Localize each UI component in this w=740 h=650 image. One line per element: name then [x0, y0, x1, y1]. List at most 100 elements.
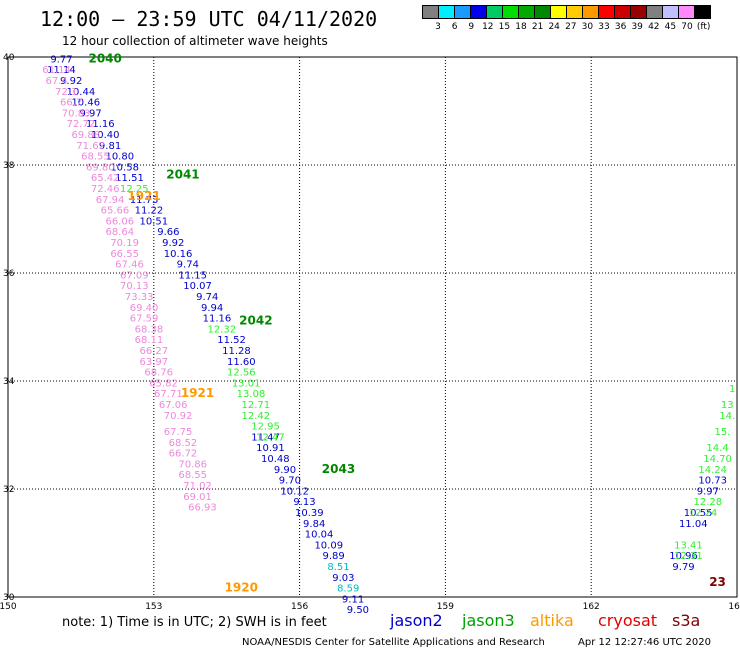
swh-value-label: 9.79 [672, 562, 694, 573]
swh-value-label: 69.80 [86, 162, 115, 173]
swh-value-label: 12.71 [242, 400, 271, 411]
legend-swatch [582, 5, 599, 19]
track-pass-label: 2042 [239, 313, 272, 327]
footnote: note: 1) Time is in UTC; 2) SWH is in fe… [62, 615, 327, 630]
legend-swatch [694, 5, 711, 19]
swh-value-label: 9.81 [99, 141, 121, 152]
swh-value-label: 61.14 [42, 65, 71, 76]
footer-timestamp: Apr 12 12:27:46 UTC 2020 [578, 637, 711, 648]
swh-value-label: 11.52 [217, 335, 246, 346]
swh-value-label: 12.95 [251, 422, 280, 433]
legend-label: 18 [515, 22, 527, 32]
legend-swatch [438, 5, 455, 19]
swh-value-label: 9.74 [177, 260, 199, 271]
swh-value-label: 12.47 [256, 432, 285, 443]
swh-value-label: 10.12 [280, 486, 309, 497]
legend-label: 3 [435, 22, 441, 32]
x-tick-label: 156 [291, 602, 308, 612]
swh-value-label: 66.7 [60, 98, 82, 109]
swh-value-label: 12.31 [674, 551, 703, 562]
swh-value-label: 12.56 [227, 368, 256, 379]
swh-value-label: 11.14 [47, 65, 76, 76]
track-pass-label: 2040 [88, 51, 121, 65]
swh-value-label: 10.91 [256, 443, 285, 454]
swh-value-label: 10.16 [164, 249, 193, 260]
swh-value-label: 8.59 [337, 584, 359, 595]
swh-value-label: 9.70 [279, 476, 301, 487]
satellite-legend-item: cryosat [598, 611, 657, 630]
legend-label: 12 [482, 22, 494, 32]
swh-value-label: 1 [729, 384, 735, 395]
swh-value-label: 68.64 [105, 227, 134, 238]
swh-value-label: 63.97 [139, 357, 168, 368]
legend-label: 39 [631, 22, 643, 32]
swh-value-label: 13.41 [674, 540, 703, 551]
legend-swatch [454, 5, 471, 19]
legend-swatch [518, 5, 535, 19]
swh-value-label: 13.08 [237, 389, 266, 400]
swh-value-label: 9.84 [303, 519, 325, 530]
swh-value-label: 70.19 [110, 238, 139, 249]
swh-value-label: 12.24 [689, 508, 718, 519]
swh-value-label: 14.70 [703, 454, 732, 465]
color-scale-legend [422, 5, 711, 19]
swh-value-label: 69.88 [71, 130, 100, 141]
y-tick-label: 40 [3, 53, 15, 63]
swh-value-label: 68.11 [135, 335, 164, 346]
swh-value-label: 11.60 [227, 357, 256, 368]
swh-value-label: 10.39 [295, 508, 324, 519]
legend-label: 9 [468, 22, 475, 32]
swh-value-label: 66.27 [139, 346, 168, 357]
swh-value-label: 9.92 [162, 238, 184, 249]
legend-swatch [470, 5, 487, 19]
swh-value-label: 11.04 [679, 519, 708, 530]
swh-value-label: 10.09 [314, 540, 343, 551]
swh-value-label: 67.06 [159, 400, 188, 411]
swh-value-label: 70.13 [120, 281, 149, 292]
legend-label: 33 [598, 22, 610, 32]
legend-swatch [678, 5, 695, 19]
swh-value-label: 71.02 [183, 481, 212, 492]
swh-value-label: 10.46 [71, 98, 100, 109]
legend-swatch [486, 5, 503, 19]
swh-value-label: 67.75 [164, 427, 193, 438]
swh-value-label: 67.94 [96, 195, 125, 206]
swh-value-label: 11.22 [135, 206, 164, 217]
swh-value-label: 65.66 [101, 206, 130, 217]
swh-value-label: 69.01 [183, 492, 212, 503]
swh-value-label: 9.90 [274, 465, 296, 476]
y-tick-label: 32 [3, 485, 14, 495]
swh-value-label: 10.55 [684, 508, 713, 519]
swh-value-label: 9.50 [347, 605, 369, 616]
swh-value-label: 72.1 [55, 87, 77, 98]
track-pass-label: 2043 [322, 462, 355, 476]
swh-value-label: 68.76 [144, 368, 173, 379]
swh-value-label: 70.86 [178, 459, 207, 470]
legend-label: 21 [531, 22, 544, 32]
swh-value-label: 70.92 [164, 411, 193, 422]
swh-value-label: 65.82 [149, 378, 178, 389]
swh-value-label: 11.28 [222, 346, 251, 357]
legend-label: 15 [498, 22, 511, 32]
swh-value-label: 9.94 [201, 303, 223, 314]
track-pass-label: 1920 [225, 581, 258, 595]
legend-label: 30 [581, 22, 594, 32]
legend-label: 6 [451, 22, 458, 32]
swh-value-label: 14.24 [698, 465, 727, 476]
legend-label: 42 [648, 22, 660, 32]
swh-value-label: 14. [719, 411, 735, 422]
swh-value-label: 9.66 [157, 227, 179, 238]
swh-value-label: 70.83 [62, 108, 91, 119]
swh-value-label: 10.96 [669, 551, 698, 562]
legend-swatch [614, 5, 631, 19]
swh-value-label: 15. [714, 427, 730, 438]
x-tick-label: 159 [437, 602, 454, 612]
satellite-legend-item: jason2 [389, 611, 443, 630]
plot-frame [7, 56, 738, 598]
swh-value-label: 10.04 [305, 530, 334, 541]
y-tick-label: 34 [3, 377, 15, 387]
x-tick-label: 150 [0, 602, 17, 612]
swh-value-label: 71.62 [76, 141, 105, 152]
swh-value-label: 9.13 [293, 497, 315, 508]
